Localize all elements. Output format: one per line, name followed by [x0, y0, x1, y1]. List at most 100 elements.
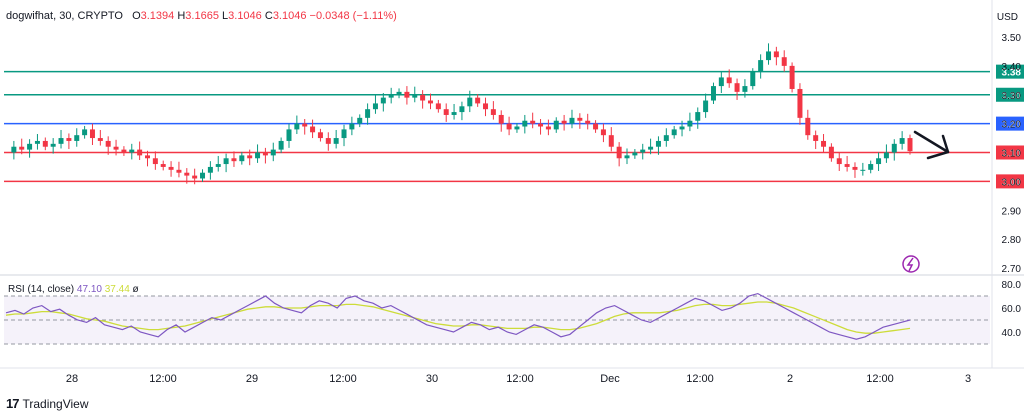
candle-body [710, 86, 716, 101]
candle-body [514, 126, 520, 130]
candle-body [640, 149, 646, 153]
candle-body [239, 155, 245, 162]
candle-body [144, 155, 150, 159]
time-tick-label: 28 [66, 373, 78, 385]
arrow-head-icon [926, 134, 950, 160]
candle-body [200, 172, 206, 179]
candle-body [467, 97, 473, 107]
candle-body [74, 135, 80, 141]
annotations [902, 130, 950, 273]
candle-body [137, 149, 143, 156]
candle-body [907, 138, 913, 152]
rsi-line [5, 292, 911, 340]
candle-body [396, 91, 402, 95]
tradingview-brand[interactable]: 17 TradingView [6, 396, 89, 411]
rsi-name: RSI (14, close) [8, 284, 75, 295]
candle-body [404, 91, 410, 98]
rsi-value: 47.10 [76, 284, 102, 295]
candle-body [655, 140, 661, 147]
candle-body [632, 152, 638, 156]
level-badge [996, 174, 1024, 189]
time-tick-label: 12:00 [866, 373, 894, 385]
candle-body [215, 164, 221, 167]
open-value: 3.1394 [140, 10, 175, 22]
candle-body [687, 120, 693, 127]
candle-body [883, 152, 889, 159]
rsi-extra: ø [132, 284, 139, 295]
lightning-bolt-icon [906, 257, 914, 272]
candle-body [506, 123, 512, 130]
candle-body [805, 117, 811, 136]
candlestick-series [11, 43, 913, 185]
candle-body [577, 117, 583, 121]
level-badge [996, 87, 1024, 102]
candle-body [168, 166, 174, 170]
candle-body [443, 109, 449, 115]
candle-body [868, 164, 874, 170]
candle-body [600, 129, 606, 136]
candle-body [50, 143, 56, 147]
candle-body [66, 138, 72, 141]
candle-body [427, 100, 433, 104]
grid [0, 0, 1024, 369]
candle-body [648, 146, 654, 150]
price-tick-label: 3.00 [1002, 177, 1022, 188]
time-tick-label: 2 [787, 373, 793, 385]
candle-body [828, 146, 834, 159]
level-lines: 3.38 3.30 3.20 3.10 3.00 [4, 64, 1024, 189]
price-tick-label: 2.80 [1002, 235, 1022, 246]
candle-body [789, 65, 795, 89]
candle-body [365, 109, 371, 118]
candle-body [483, 103, 489, 110]
candle-body [176, 169, 182, 173]
candle-body [278, 140, 284, 150]
candle-body [545, 126, 551, 130]
candle-body [192, 175, 198, 179]
rsi-pane [4, 292, 990, 345]
candle-body [821, 140, 827, 147]
candle-body [585, 120, 591, 124]
candle-body [270, 149, 276, 156]
candle-body [695, 112, 701, 121]
candle-body [569, 117, 575, 124]
candle-body [317, 132, 323, 139]
symbol-name: dogwifhat, 30, CRYPTO [6, 10, 123, 22]
candle-body [113, 146, 119, 150]
tradingview-logo-icon: 17 [6, 396, 20, 411]
candle-body [703, 100, 709, 113]
candle-body [341, 129, 347, 139]
candle-body [616, 146, 622, 159]
price-tick-label: 2.70 [1002, 264, 1022, 275]
candle-body [388, 94, 394, 98]
candle-body [608, 135, 614, 147]
candle-body [522, 120, 528, 127]
rsi-tick-label: 80.0 [1002, 280, 1022, 291]
candle-body [294, 123, 300, 130]
candle-body [184, 172, 190, 176]
candle-body [758, 60, 764, 72]
time-tick-label: 30 [426, 373, 438, 385]
candle-body [530, 120, 536, 124]
candle-body [435, 103, 441, 110]
candle-body [891, 143, 897, 153]
candle-body [679, 126, 685, 130]
axes: 3.50 3.40 3.30 3.20 3.10 3.00 2.90 2.80 2.70 80.0… [66, 33, 1022, 385]
rsi-tick-label: 40.0 [1002, 328, 1022, 339]
close-value: 3.1046 [272, 10, 307, 22]
candle-body [420, 94, 426, 101]
rsi-header: RSI (14, close) 47.10 37.44 ø [8, 284, 139, 295]
candle-body [593, 123, 599, 130]
candle-body [451, 112, 457, 115]
candle-body [105, 140, 111, 147]
level-label: 3.30 [1002, 91, 1022, 102]
candle-body [207, 166, 213, 173]
candle-body [58, 138, 64, 144]
candle-body [97, 138, 103, 141]
candle-body [372, 103, 378, 110]
brand-name: TradingView [22, 396, 89, 411]
candle-body [349, 123, 355, 130]
candle-body [498, 114, 504, 124]
level-badge [996, 145, 1024, 160]
level-label: 3.10 [1002, 149, 1022, 160]
